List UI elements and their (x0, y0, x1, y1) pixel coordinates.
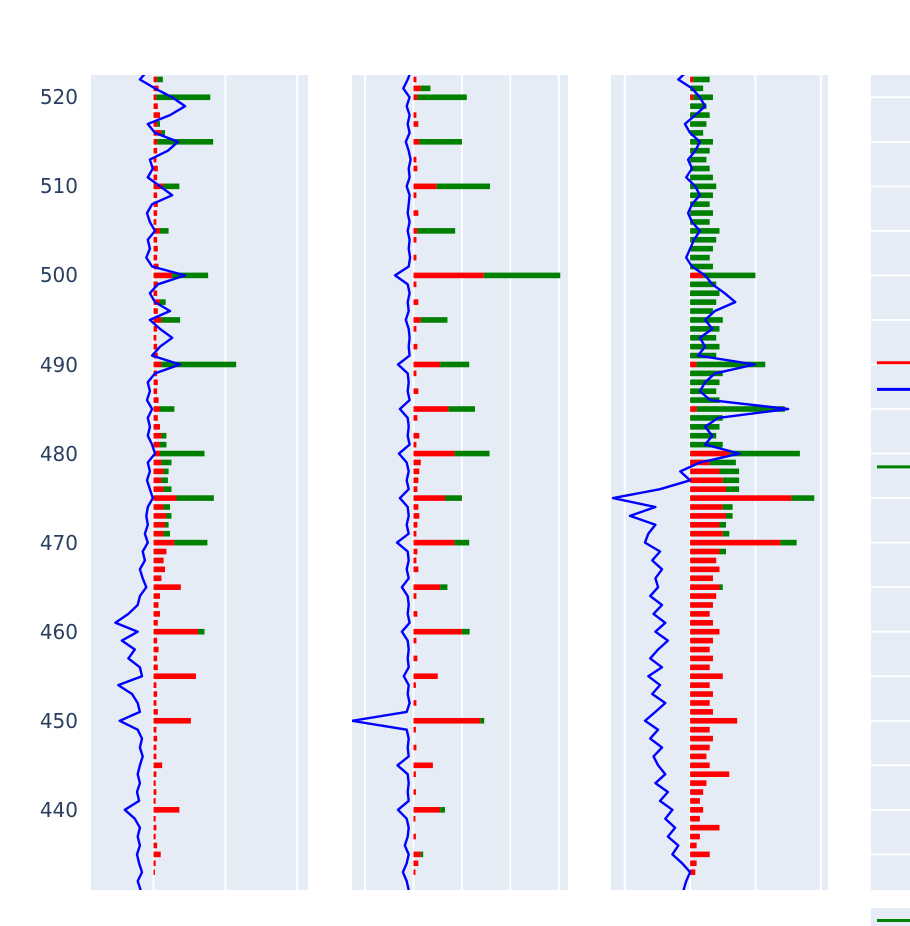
y-tick-label: 500 (39, 263, 78, 288)
panel-1-plot (91, 75, 308, 890)
y-tick-label: 450 (39, 708, 78, 733)
panel-background (91, 75, 308, 890)
chart-panel-2 (352, 75, 568, 890)
blue-line-series (114, 75, 187, 890)
blue-line-series (611, 75, 790, 890)
panel-4-partial-plot (871, 75, 910, 890)
green-bar-series (156, 76, 237, 635)
next-row-panel-fragment (871, 908, 910, 926)
panel-2-plot (352, 75, 568, 890)
y-tick-label: 510 (39, 174, 78, 199)
chart-panel-4-partial (871, 75, 910, 890)
y-tick-label: 480 (39, 441, 78, 466)
panel-3-plot (611, 75, 828, 890)
y-tick-label: 520 (39, 85, 78, 110)
chart-panel-3 (611, 75, 828, 890)
y-tick-label: 460 (39, 619, 78, 644)
blue-line-series (352, 75, 412, 890)
red-bar-series (413, 76, 484, 875)
y-tick-label: 470 (39, 530, 78, 555)
green-bar-series (417, 85, 561, 858)
y-tick-label: 440 (39, 797, 78, 822)
y-tick-label: 490 (39, 352, 78, 377)
green-line-fragment (877, 919, 910, 922)
y-axis: 520 510 500 490 480 470 460 450 440 (0, 0, 78, 926)
panel-background (352, 75, 568, 890)
chart-panel-1 (91, 75, 308, 890)
panel-background (871, 75, 910, 890)
